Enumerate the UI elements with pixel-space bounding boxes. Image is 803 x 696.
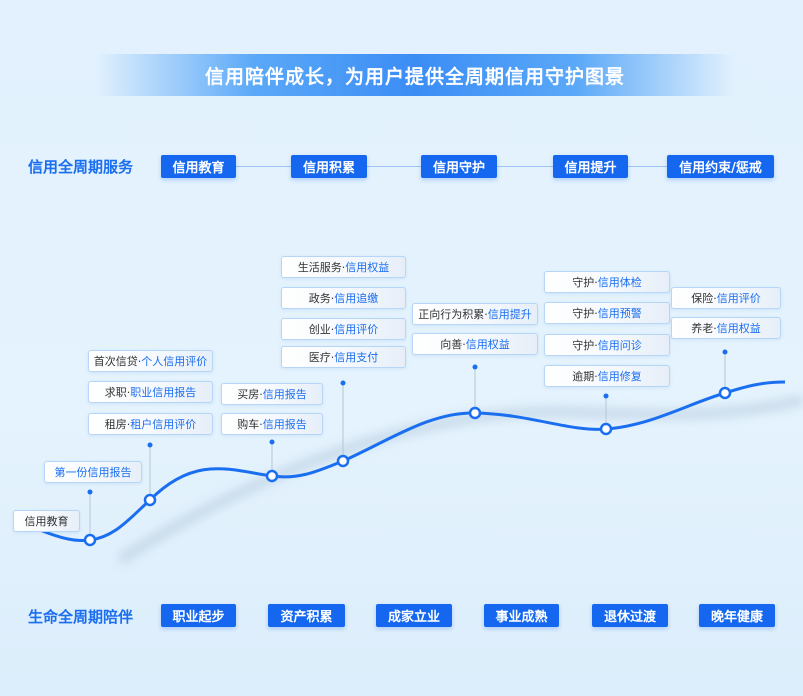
milestone-card: 正向行为积累· 信用提升: [412, 303, 538, 325]
milestone-card: 第一份信用报告: [44, 461, 142, 483]
card-scenario: 守护·: [572, 339, 598, 352]
card-service: 信用评价: [716, 292, 761, 305]
milestone-card: 逾期· 信用修复: [544, 365, 670, 387]
card-scenario: 首次信贷·: [93, 355, 142, 368]
pin-dot: [472, 364, 478, 370]
life_row-item[interactable]: 成家立业: [376, 604, 452, 627]
card-scenario: 政务·: [308, 292, 335, 305]
card-scenario: 生活服务·: [297, 261, 346, 274]
pin-dot: [603, 393, 609, 399]
card-service: 信用报告: [262, 418, 307, 431]
milestone-card: 买房· 信用报告: [221, 383, 323, 405]
milestone-node: [718, 386, 732, 400]
milestone-card: 信用教育: [13, 510, 80, 532]
service_row-item[interactable]: 信用教育: [161, 155, 236, 178]
milestone-card: 保险· 信用评价: [671, 287, 781, 309]
milestone-node: [468, 406, 482, 420]
service-row-label: 信用全周期服务: [28, 158, 134, 176]
card-service: 职业信用报告: [130, 386, 197, 399]
card-service: 信用预警: [597, 307, 642, 320]
milestone-card: 医疗· 信用支付: [281, 346, 406, 368]
card-scenario: 租房·: [104, 418, 131, 431]
card-scenario: 保险·: [691, 292, 717, 305]
card-service: 个人信用评价: [141, 355, 208, 368]
service_row-item[interactable]: 信用守护: [421, 155, 497, 178]
service_row-item[interactable]: 信用约束/惩戒: [667, 155, 774, 178]
milestone-card: 养老· 信用权益: [671, 317, 781, 339]
milestone-card: 政务· 信用追缴: [281, 287, 406, 309]
milestone-card: 生活服务· 信用权益: [281, 256, 406, 278]
card-scenario: 逾期·: [572, 370, 598, 383]
pin-dot: [722, 349, 728, 355]
card-service: 信用问诊: [597, 339, 642, 352]
life_row-item[interactable]: 退休过渡: [592, 604, 668, 627]
milestone-card: 守护· 信用问诊: [544, 334, 670, 356]
milestone-card: 租房· 租户信用评价: [88, 413, 213, 435]
card-service: 信用支付: [334, 351, 379, 364]
card-service: 信用权益: [716, 322, 761, 335]
card-scenario: 购车·: [237, 418, 263, 431]
card-service: 租户信用评价: [130, 418, 197, 431]
card-scenario: 养老·: [691, 322, 717, 335]
life_row-item[interactable]: 晚年健康: [699, 604, 775, 627]
card-scenario: 信用教育: [24, 515, 69, 528]
card-scenario: 向善·: [440, 338, 466, 351]
pin-dot: [269, 439, 275, 445]
milestone-card: 守护· 信用体检: [544, 271, 670, 293]
card-service: 第一份信用报告: [54, 466, 132, 479]
milestone-card: 购车· 信用报告: [221, 413, 323, 435]
curve-shadow: [117, 395, 803, 565]
service_row-item[interactable]: 信用提升: [553, 155, 628, 178]
card-service: 信用提升: [487, 308, 532, 321]
milestone-card: 创业· 信用评价: [281, 318, 406, 340]
service_row-item[interactable]: 信用积累: [291, 155, 367, 178]
card-scenario: 买房·: [237, 388, 263, 401]
life_row-item[interactable]: 资产积累: [268, 604, 345, 627]
pin-dot: [87, 489, 93, 495]
milestone-card: 向善· 信用权益: [412, 333, 538, 355]
life_row-item[interactable]: 职业起步: [161, 604, 236, 627]
card-scenario: 守护·: [572, 307, 598, 320]
milestone-node: [143, 493, 157, 507]
card-scenario: 正向行为积累·: [418, 308, 488, 321]
milestone-card: 求职· 职业信用报告: [88, 381, 213, 403]
life_row-item[interactable]: 事业成熟: [484, 604, 559, 627]
milestone-node: [83, 533, 97, 547]
card-scenario: 医疗·: [308, 351, 335, 364]
card-service: 信用评价: [334, 323, 379, 336]
life-row-label: 生命全周期陪伴: [28, 608, 134, 626]
card-service: 信用追缴: [334, 292, 379, 305]
card-service: 信用权益: [345, 261, 390, 274]
pin-dot: [340, 380, 346, 386]
card-service: 信用权益: [465, 338, 510, 351]
milestone-node: [599, 422, 613, 436]
milestone-card: 首次信贷· 个人信用评价: [88, 350, 213, 372]
card-scenario: 求职·: [104, 386, 131, 399]
growth-curve: [39, 380, 786, 542]
pin-dot: [147, 442, 153, 448]
card-service: 信用报告: [262, 388, 307, 401]
page-title: 信用陪伴成长，为用户提供全周期信用守护图景: [95, 54, 735, 96]
card-scenario: 创业·: [308, 323, 335, 336]
milestone-card: 守护· 信用预警: [544, 302, 670, 324]
card-service: 信用体检: [597, 276, 642, 289]
card-scenario: 守护·: [572, 276, 598, 289]
milestone-node: [265, 469, 279, 483]
card-service: 信用修复: [597, 370, 642, 383]
milestone-node: [336, 454, 350, 468]
